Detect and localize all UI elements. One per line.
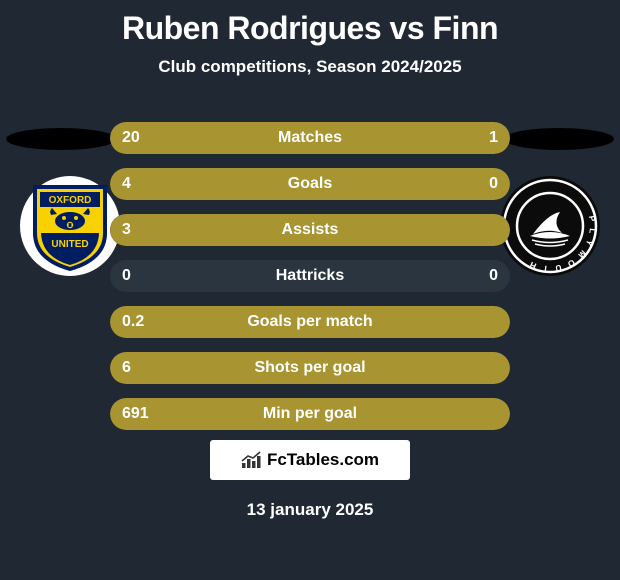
page-subtitle: Club competitions, Season 2024/2025: [0, 57, 620, 77]
comparison-bars: 201Matches 40Goals 3Assists 00Hattricks 0.2G…: [110, 122, 510, 444]
stat-label: Assists: [110, 214, 510, 246]
stat-row: 201Matches: [110, 122, 510, 154]
stat-label: Goals: [110, 168, 510, 200]
stat-label: Matches: [110, 122, 510, 154]
stat-row: 0.2Goals per match: [110, 306, 510, 338]
stat-label: Goals per match: [110, 306, 510, 338]
plymouth-crest-icon: P L Y M O U T H: [502, 178, 598, 274]
stat-label: Hattricks: [110, 260, 510, 292]
badge-text-top: OXFORD: [49, 195, 92, 206]
page-title: Ruben Rodrigues vs Finn: [0, 0, 620, 47]
player-shadow-left: [6, 128, 116, 150]
club-badge-left: OXFORD UNITED: [20, 176, 120, 276]
site-logo: FcTables.com: [210, 440, 410, 480]
stat-row: 691Min per goal: [110, 398, 510, 430]
oxford-united-crest-icon: OXFORD UNITED: [29, 181, 111, 271]
stat-label: Min per goal: [110, 398, 510, 430]
stat-label: Shots per goal: [110, 352, 510, 384]
badge-text-bottom: UNITED: [51, 239, 88, 250]
site-logo-text: FcTables.com: [267, 450, 379, 470]
stat-row: 6Shots per goal: [110, 352, 510, 384]
stat-row: 40Goals: [110, 168, 510, 200]
stat-row: 3Assists: [110, 214, 510, 246]
chart-icon: [241, 451, 263, 469]
snapshot-date: 13 january 2025: [0, 500, 620, 520]
stat-row: 00Hattricks: [110, 260, 510, 292]
club-badge-right: P L Y M O U T H: [500, 176, 600, 276]
player-shadow-right: [504, 128, 614, 150]
